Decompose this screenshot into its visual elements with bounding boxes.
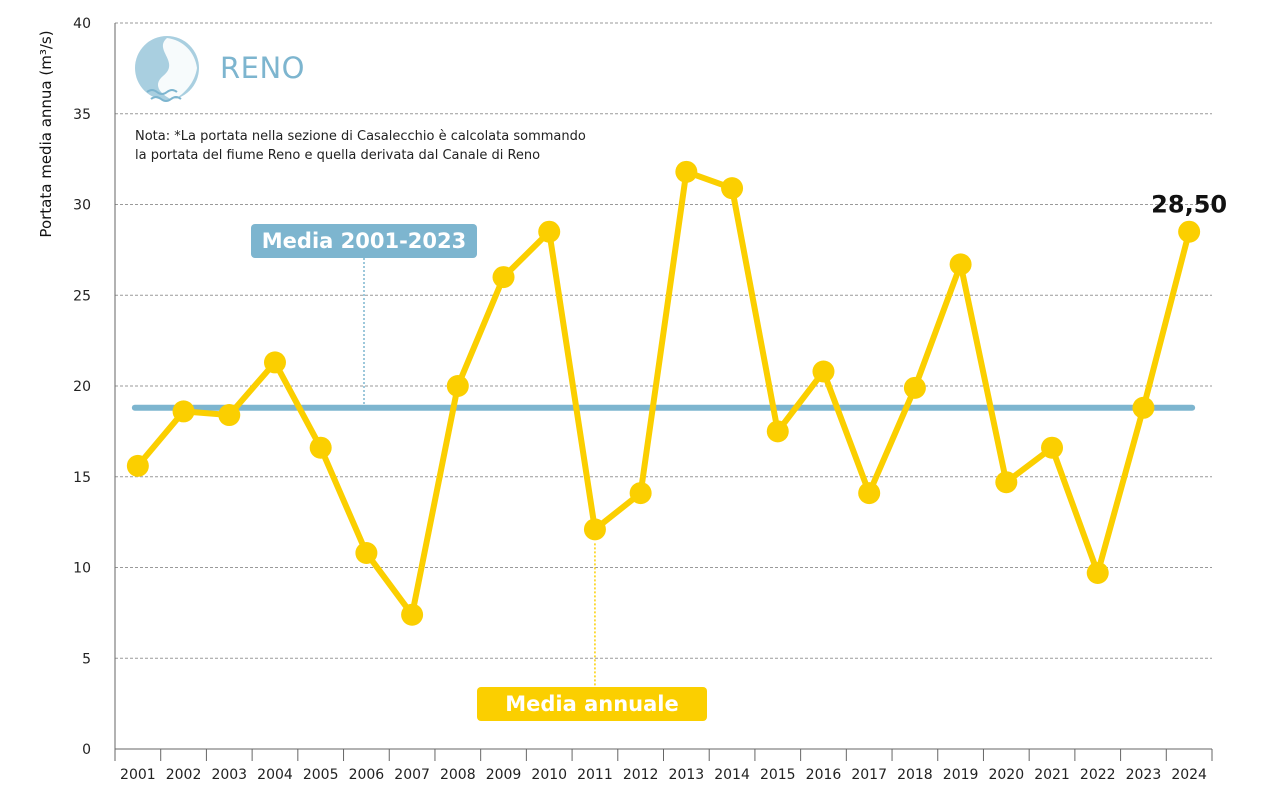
data-point (1178, 220, 1201, 243)
x-tick-label: 2022 (1080, 767, 1116, 783)
x-tick-label: 2020 (988, 767, 1024, 783)
data-point (1086, 561, 1109, 584)
y-tick-label: 35 (73, 107, 91, 123)
x-tick-label: 2001 (120, 767, 156, 783)
x-tick-label: 2014 (714, 767, 750, 783)
tick-labels: 0 5 10 15 20 25 30 35 40 2001 2002 2003 2004 2005 2006… (73, 16, 1227, 783)
y-tick-label: 40 (73, 16, 91, 32)
x-tick-label: 2003 (211, 767, 247, 783)
data-label: 28,50 (1151, 191, 1227, 219)
x-tick-label: 2006 (349, 767, 385, 783)
data-point (309, 436, 332, 459)
x-tick-label: 2023 (1126, 767, 1162, 783)
x-tick-label: 2010 (531, 767, 567, 783)
data-point (583, 518, 606, 541)
data-point (766, 420, 789, 443)
note-line-1: Nota: *La portata nella sezione di Casal… (135, 129, 586, 144)
data-point (995, 471, 1018, 494)
mean-line-group (131, 258, 1196, 687)
x-tick-label: 2016 (806, 767, 842, 783)
series-annual (126, 160, 1201, 626)
data-point (949, 253, 972, 276)
river-logo-icon (133, 36, 203, 110)
x-tick-label: 2008 (440, 767, 476, 783)
x-tick-label: 2005 (303, 767, 339, 783)
y-axis-label: Portata media annua (m³/s) (37, 30, 55, 237)
x-tick-label: 2024 (1171, 767, 1207, 783)
data-point (446, 375, 469, 397)
data-point (263, 351, 286, 374)
y-tick-label: 10 (73, 561, 91, 577)
data-point (172, 400, 195, 423)
data-point (812, 360, 835, 383)
data-point (401, 603, 424, 626)
x-tick-label: 2013 (669, 767, 705, 783)
data-point (903, 376, 926, 399)
river-name: RENO (220, 51, 305, 85)
y-tick-label: 25 (73, 288, 91, 304)
data-point (629, 482, 652, 505)
x-tick-label: 2012 (623, 767, 659, 783)
x-tick-label: 2017 (851, 767, 887, 783)
mean-line-label: Media 2001-2023 (251, 224, 477, 258)
x-tick-label: 2021 (1034, 767, 1070, 783)
x-tick-label: 2002 (166, 767, 202, 783)
y-tick-label: 0 (82, 742, 91, 758)
x-tick-label: 2004 (257, 767, 293, 783)
data-point (721, 177, 744, 200)
x-tick-label: 2011 (577, 767, 613, 783)
data-point (218, 404, 241, 427)
data-point (538, 220, 561, 243)
axes (114, 23, 1213, 761)
x-tick-label: 2018 (897, 767, 933, 783)
data-point (492, 266, 515, 289)
y-tick-label: 15 (73, 470, 91, 486)
data-point (675, 160, 698, 183)
x-tick-label: 2019 (943, 767, 979, 783)
grid-lines (115, 22, 1212, 659)
x-tick-label: 2015 (760, 767, 796, 783)
data-point (1132, 396, 1155, 419)
note-line-2: la portata del fiume Reno e quella deriv… (135, 148, 541, 163)
y-tick-label: 30 (73, 198, 91, 214)
annual-series-label: Media annuale (477, 687, 707, 721)
data-point (126, 454, 149, 477)
data-point (355, 541, 378, 564)
y-tick-label: 20 (73, 379, 91, 395)
chart-note: Nota: *La portata nella sezione di Casal… (135, 127, 586, 165)
data-point (1041, 436, 1064, 459)
data-point (858, 482, 881, 505)
y-tick-label: 5 (82, 651, 91, 667)
x-tick-label: 2009 (486, 767, 522, 783)
x-tick-label: 2007 (394, 767, 430, 783)
